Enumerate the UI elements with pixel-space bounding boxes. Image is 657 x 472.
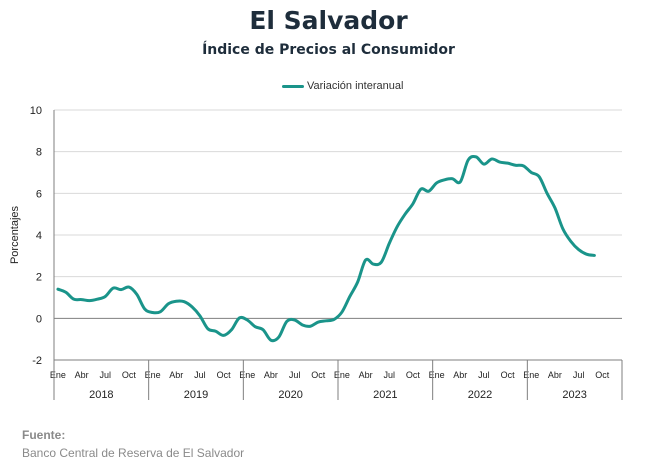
chart-title: El Salvador [249, 6, 408, 35]
x-tick-label: Ene [334, 370, 350, 380]
x-tick-label: Jul [384, 370, 396, 380]
x-tick-label: Ene [145, 370, 161, 380]
y-tick-label: 10 [30, 105, 42, 117]
x-tick-label: Jul [100, 370, 112, 380]
x-tick-label: Abr [169, 370, 183, 380]
x-tick-label: Ene [239, 370, 255, 380]
x-tick-label: Jul [573, 370, 585, 380]
legend-label: Variación interanual [307, 80, 404, 92]
y-axis-title: Porcentajes [9, 205, 21, 264]
x-tick-label: Oct [217, 370, 232, 380]
x-tick-label: Jul [478, 370, 490, 380]
x-tick-label: Oct [311, 370, 326, 380]
source-text: Banco Central de Reserva de El Salvador [22, 446, 245, 460]
x-tick-label: Ene [429, 370, 445, 380]
y-tick-label: 6 [36, 188, 42, 200]
legend: Variación interanual [282, 79, 403, 93]
year-label: 2019 [184, 389, 208, 401]
y-tick-label: 0 [36, 313, 42, 325]
y-tick-label: 2 [36, 272, 42, 284]
x-tick-label: Abr [453, 370, 467, 380]
year-label: 2020 [278, 389, 302, 401]
source-label: Fuente: [22, 428, 66, 442]
x-tick-label: Abr [75, 370, 89, 380]
x-tick-label: Abr [264, 370, 278, 380]
y-tick-label: 4 [36, 230, 42, 242]
year-label: 2021 [373, 389, 397, 401]
x-tick-label: Abr [359, 370, 373, 380]
year-label: 2018 [89, 389, 113, 401]
y-tick-label: 8 [36, 147, 42, 159]
x-tick-label: Oct [122, 370, 137, 380]
chart-subtitle: Índice de Precios al Consumidor [202, 42, 455, 58]
x-tick-label: Ene [50, 370, 66, 380]
x-tick-label: Oct [595, 370, 610, 380]
x-tick-label: Oct [501, 370, 516, 380]
legend-swatch [282, 84, 304, 88]
y-tick-label: -2 [32, 355, 42, 367]
x-tick-label: Jul [194, 370, 206, 380]
x-tick-label: Jul [289, 370, 301, 380]
year-label: 2023 [562, 389, 586, 401]
series-line-variacion-interanual [56, 154, 596, 343]
x-tick-label: Ene [523, 370, 539, 380]
x-tick-label: Oct [406, 370, 421, 380]
year-label: 2022 [468, 389, 492, 401]
x-tick-label: Abr [548, 370, 562, 380]
